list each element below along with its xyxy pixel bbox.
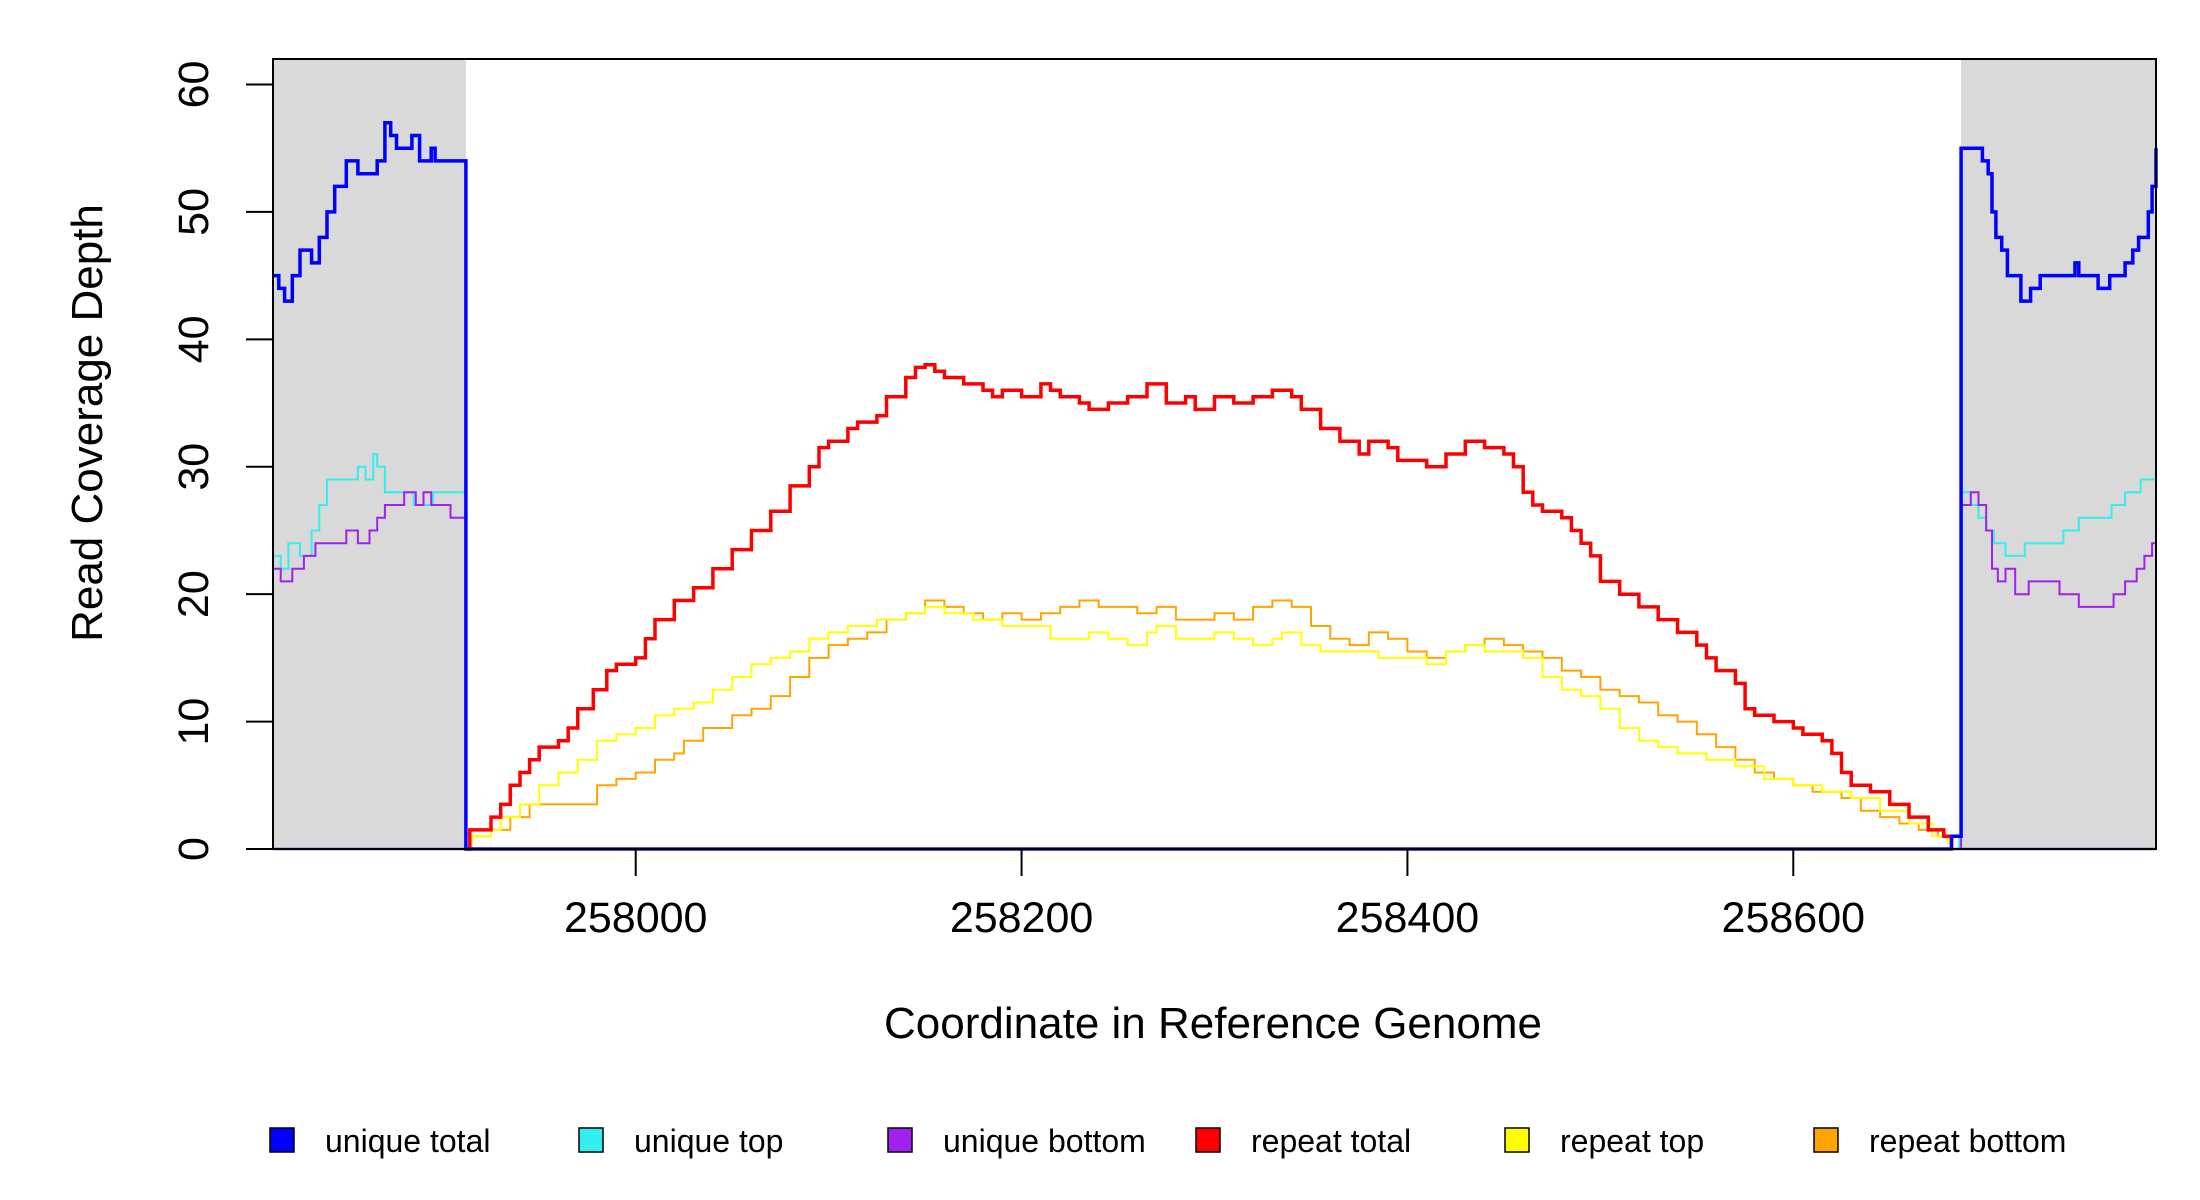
y-axis-title: Read Coverage Depth	[63, 204, 112, 642]
legend-swatch	[578, 1127, 604, 1153]
x-tick-label-258600: 258600	[1722, 894, 1866, 942]
y-axis: 0 10 20 30 40 50 60	[170, 61, 273, 861]
series-lines	[273, 120, 2158, 851]
y-tick-label-0: 0	[170, 837, 218, 861]
shaded-region-1	[273, 59, 466, 849]
legend-item-repeat-total: repeat total	[1195, 1123, 1411, 1159]
y-tick-label-40: 40	[170, 315, 218, 363]
x-tick-label-258000: 258000	[564, 894, 708, 942]
legend-item-unique-top: unique top	[578, 1123, 783, 1159]
series-repeat-top	[465, 605, 1953, 850]
series-repeat-total	[465, 363, 1954, 851]
legend-label: repeat bottom	[1869, 1123, 2066, 1159]
x-axis-title: Coordinate in Reference Genome	[884, 999, 1542, 1048]
legend: unique total unique top unique bottom repea…	[269, 1123, 2066, 1159]
legend-item-unique-bottom: unique bottom	[887, 1123, 1146, 1159]
y-tick-label-60: 60	[170, 61, 218, 109]
legend-item-repeat-bottom: repeat bottom	[1813, 1123, 2066, 1159]
legend-swatch	[1813, 1127, 1839, 1153]
legend-label: repeat top	[1560, 1123, 1704, 1159]
legend-label: unique top	[634, 1123, 783, 1159]
legend-item-repeat-top: repeat top	[1504, 1123, 1704, 1159]
y-tick-label-30: 30	[170, 443, 218, 491]
legend-item-unique-total: unique total	[269, 1123, 490, 1159]
legend-label: repeat total	[1251, 1123, 1411, 1159]
y-tick-label-10: 10	[170, 698, 218, 746]
legend-label: unique total	[325, 1123, 490, 1159]
series-unique-top	[273, 453, 2157, 850]
x-tick-label-258400: 258400	[1336, 894, 1480, 942]
series-unique-total	[273, 120, 2158, 851]
legend-swatch	[1195, 1127, 1221, 1153]
y-tick-label-50: 50	[170, 188, 218, 236]
series-repeat-bottom	[465, 599, 1953, 850]
legend-label: unique bottom	[943, 1123, 1146, 1159]
legend-swatch	[887, 1127, 913, 1153]
x-tick-label-258200: 258200	[950, 894, 1094, 942]
legend-swatch	[269, 1127, 295, 1153]
shaded-regions	[273, 59, 2156, 849]
x-axis: 258000 258200 258400 258600	[564, 849, 1865, 942]
y-tick-label-20: 20	[170, 570, 218, 618]
legend-swatch	[1504, 1127, 1530, 1153]
series-unique-bottom	[273, 491, 2157, 850]
plot-frame	[272, 58, 2157, 850]
